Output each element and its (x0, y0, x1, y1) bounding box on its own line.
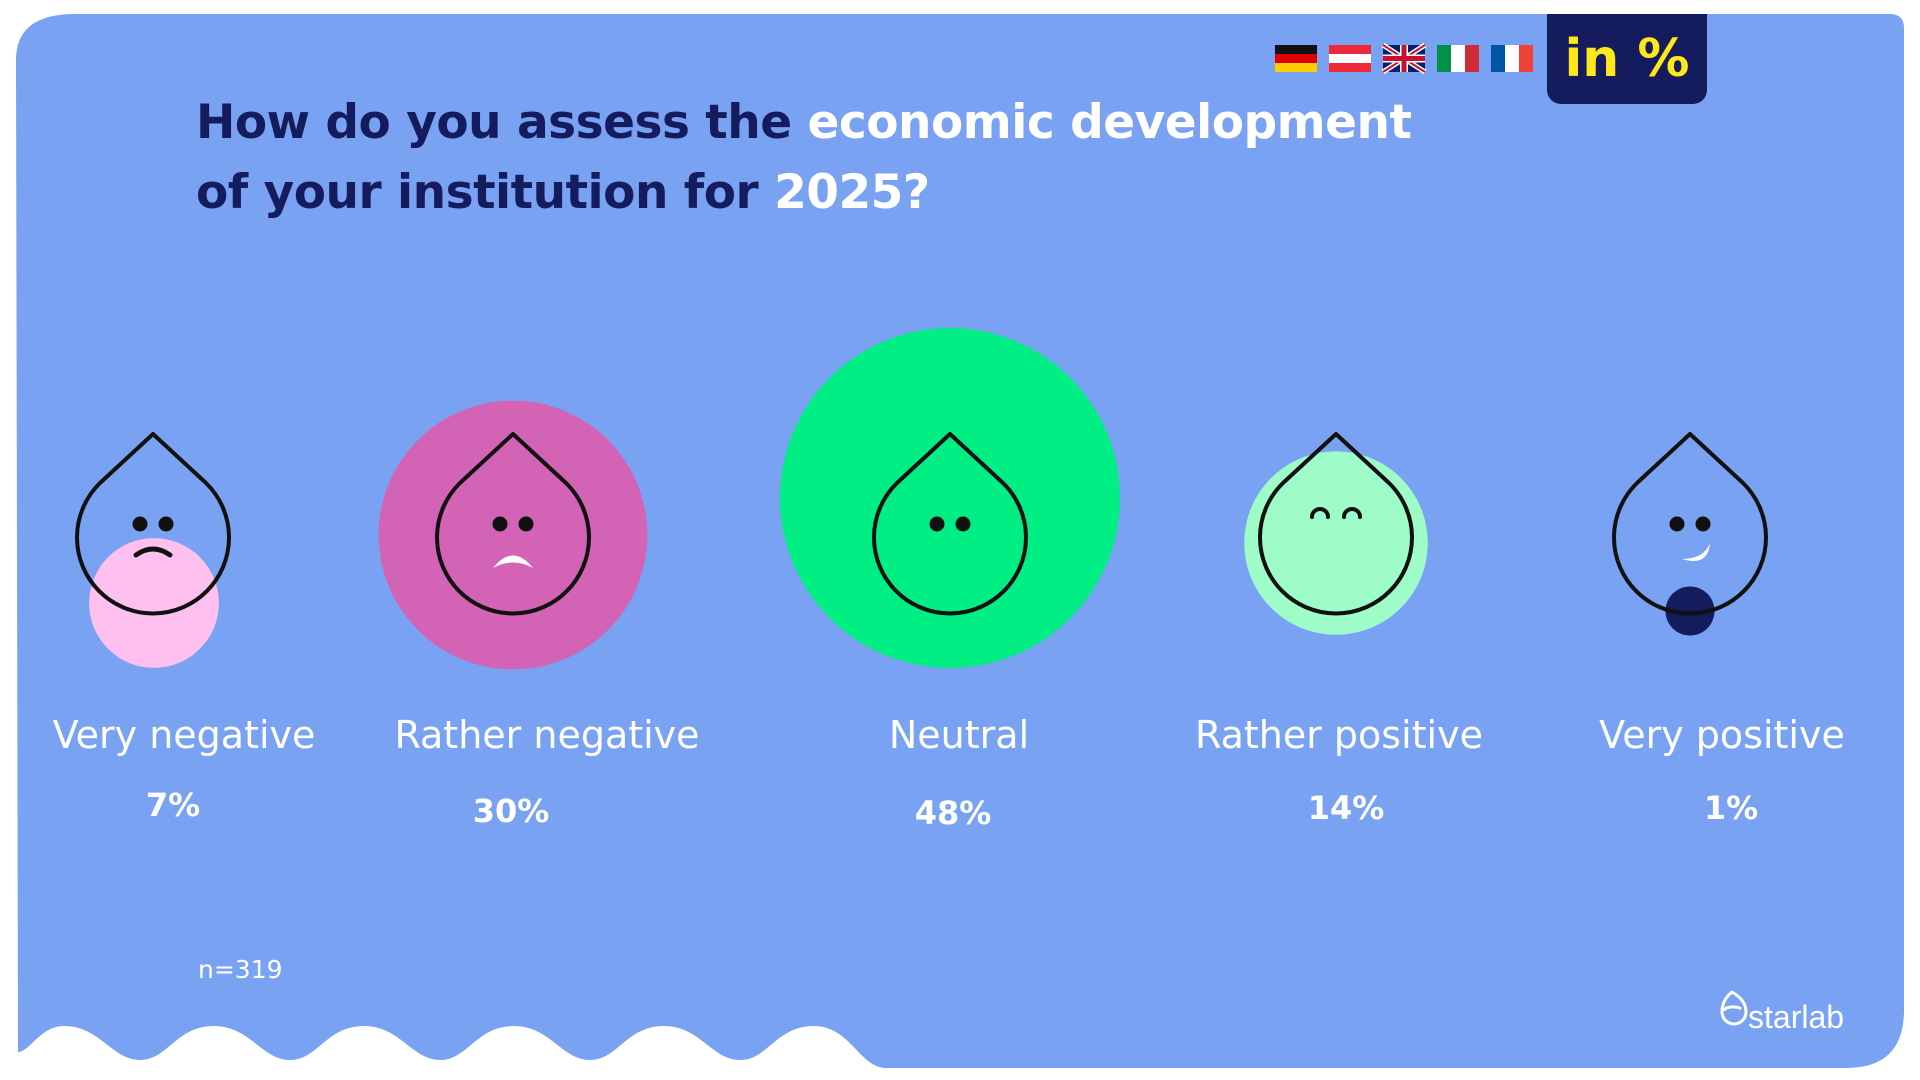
brand-name: starlab (1748, 999, 1845, 1035)
neutral-drop-icon (872, 432, 1028, 616)
value-label-rather-negative: 30% (472, 792, 550, 830)
at-flag-icon[interactable] (1329, 45, 1371, 72)
category-label-very-negative: Very negative (52, 713, 316, 757)
title-part-1: How do you assess the (196, 95, 808, 150)
title-highlight-2: 2025? (774, 165, 930, 220)
smiling-drop-icon (1612, 432, 1768, 616)
happy-drop-icon (1258, 432, 1414, 616)
unit-badge: in % (1547, 14, 1707, 104)
face-layer (75, 432, 1768, 616)
value-label-rather-positive: 14% (1307, 789, 1385, 827)
uk-flag-icon[interactable] (1381, 42, 1427, 75)
sample-size: n=319 (198, 955, 283, 984)
category-label-very-positive: Very positive (1599, 713, 1845, 757)
sad-drop-icon (435, 432, 591, 616)
de-flag-icon[interactable] (1275, 45, 1317, 72)
value-label-very-positive: 1% (1703, 789, 1759, 827)
bubble-layer (89, 328, 1715, 670)
bubble-very-negative (89, 538, 219, 668)
category-label-rather-positive: Rather positive (1195, 713, 1483, 757)
fr-flag-icon[interactable] (1491, 45, 1533, 72)
category-label-rather-negative: Rather negative (394, 713, 700, 757)
value-label-very-negative: 7% (145, 786, 201, 824)
starlab-logo-icon (1720, 990, 1748, 1026)
language-flags (1275, 42, 1533, 75)
title-highlight-1: economic development (807, 95, 1412, 150)
value-label-neutral: 48% (914, 794, 992, 832)
bubble-very-positive (1665, 586, 1715, 636)
category-label-neutral: Neutral (888, 713, 1030, 757)
it-flag-icon[interactable] (1437, 45, 1479, 72)
chart-title: How do you assess the economic developme… (196, 88, 1496, 228)
title-part-3: of your institution for (196, 165, 775, 220)
bubble-neutral (780, 328, 1120, 668)
worried-drop-icon (75, 432, 231, 616)
bubble-rather-positive (1244, 451, 1428, 635)
bubble-rather-negative (378, 400, 648, 670)
